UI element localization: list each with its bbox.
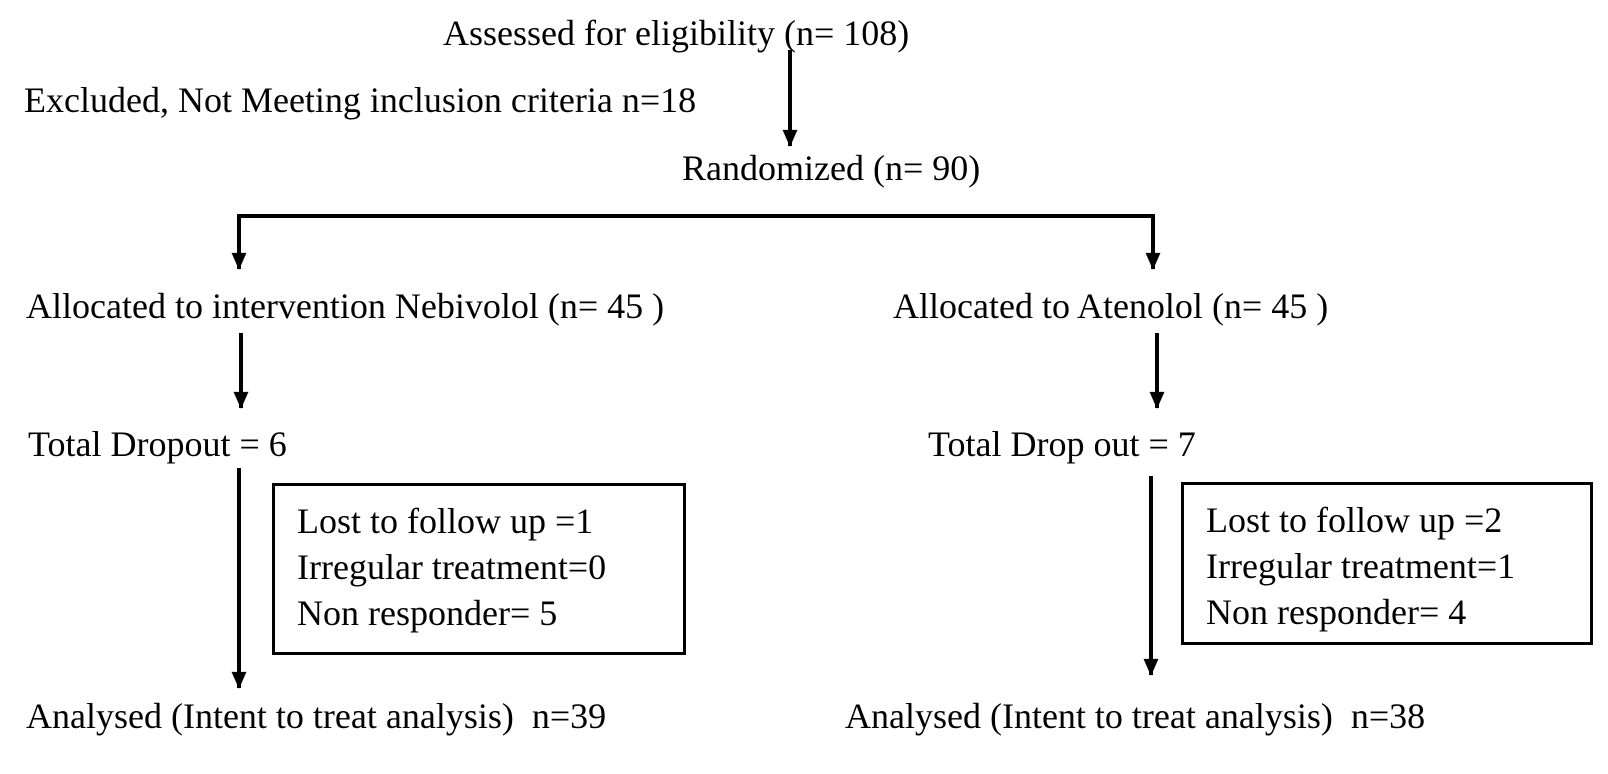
excluded-label: Excluded, Not Meeting inclusion criteria…	[24, 80, 697, 120]
left-dropout-details-box: Lost to follow up =1 Irregular treatment…	[272, 483, 686, 655]
left-dropout-reason-non-responder: Non responder= 5	[297, 593, 558, 633]
right-analysed-label: Analysed (Intent to treat analysis) n=38	[845, 696, 1426, 736]
right-dropout-details-box: Lost to follow up =2 Irregular treatment…	[1181, 482, 1593, 645]
left-dropout-total-label: Total Dropout = 6	[28, 424, 287, 464]
left-analysed-label: Analysed (Intent to treat analysis) n=39	[26, 696, 607, 736]
right-dropout-reason-irregular-treatment: Irregular treatment=1	[1206, 546, 1516, 586]
right-dropout-reason-lost-to-follow-up: Lost to follow up =2	[1206, 500, 1503, 540]
right-allocated-label: Allocated to Atenolol (n= 45 )	[893, 286, 1329, 326]
left-dropout-reason-lost-to-follow-up: Lost to follow up =1	[297, 501, 594, 541]
left-dropout-reason-irregular-treatment: Irregular treatment=0	[297, 547, 607, 587]
right-dropout-total-label: Total Drop out = 7	[928, 424, 1196, 464]
right-dropout-reason-non-responder: Non responder= 4	[1206, 592, 1467, 632]
left-allocated-label: Allocated to intervention Nebivolol (n= …	[26, 286, 665, 326]
randomized-label: Randomized (n= 90)	[682, 148, 981, 188]
assessed-eligibility-label: Assessed for eligibility (n= 108)	[443, 13, 910, 53]
